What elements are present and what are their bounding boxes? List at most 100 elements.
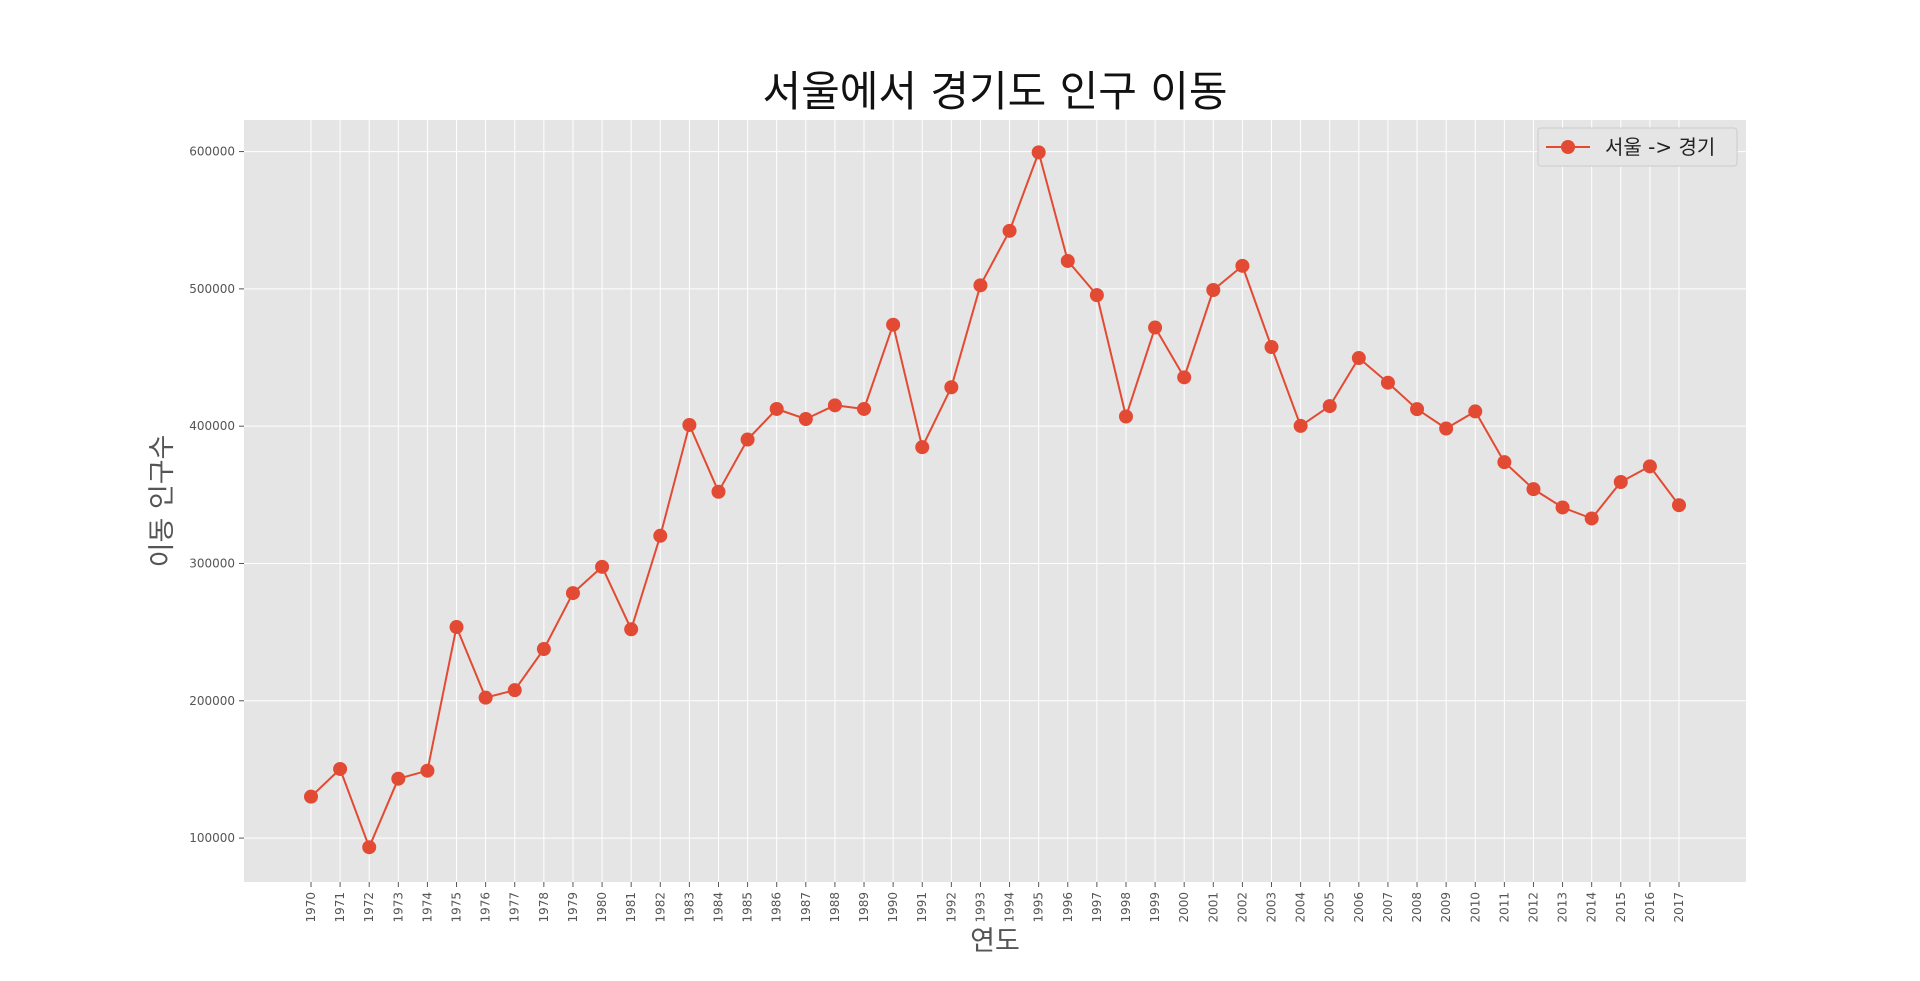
data-point	[1642, 459, 1657, 474]
y-axis-label: 이동 인구수	[147, 435, 178, 568]
plot-area	[244, 120, 1746, 882]
data-point	[536, 642, 551, 657]
data-point	[886, 317, 901, 332]
x-tick-label: 1996	[1061, 892, 1075, 923]
x-tick-label: 1974	[420, 892, 434, 923]
data-point	[362, 840, 377, 855]
x-tick-label: 2009	[1439, 892, 1453, 923]
data-point	[1584, 511, 1599, 526]
x-tick-label: 1988	[828, 892, 842, 923]
x-tick-label: 1984	[711, 892, 725, 923]
data-point	[1439, 421, 1454, 436]
data-point	[449, 620, 464, 635]
data-point	[304, 789, 318, 804]
y-axis-ticks: 100000 200000 300000 400000 500000 600000	[189, 145, 244, 845]
x-tick-label: 1979	[566, 892, 580, 923]
data-point	[1672, 498, 1686, 513]
y-tick-label: 400000	[189, 419, 235, 433]
data-point	[1177, 370, 1192, 385]
y-tick-label: 500000	[189, 282, 235, 296]
data-point	[1468, 404, 1483, 419]
x-tick-label: 1975	[450, 892, 464, 923]
x-tick-label: 2014	[1585, 892, 1599, 923]
legend: 서울 -> 경기	[1537, 127, 1738, 167]
x-tick-label: 2011	[1497, 892, 1511, 923]
data-point	[1555, 500, 1570, 515]
grid-lines	[244, 120, 1746, 882]
x-tick-label: 1998	[1119, 892, 1133, 923]
x-tick-label: 2006	[1352, 892, 1366, 923]
data-point	[420, 763, 435, 778]
x-tick-label: 1993	[973, 892, 987, 923]
x-tick-label: 2015	[1614, 892, 1628, 923]
data-point	[507, 683, 522, 698]
data-point	[944, 380, 959, 395]
data-point	[1497, 455, 1512, 470]
data-point	[711, 484, 726, 499]
data-point	[1526, 482, 1541, 497]
x-tick-label: 2002	[1235, 892, 1249, 923]
x-tick-label: 2016	[1643, 892, 1657, 923]
data-point	[798, 412, 813, 427]
y-tick-label: 600000	[189, 145, 235, 159]
data-point	[1060, 253, 1075, 268]
data-point	[1613, 475, 1628, 490]
x-tick-label: 2007	[1381, 892, 1395, 923]
x-tick-label: 1973	[391, 892, 405, 923]
data-point	[769, 401, 784, 416]
data-point	[1410, 402, 1425, 417]
x-tick-label: 1980	[595, 892, 609, 923]
x-tick-label: 1977	[508, 892, 522, 923]
x-tick-label: 2001	[1206, 892, 1220, 923]
data-point	[973, 278, 988, 293]
x-axis-ticks: 1970 1971 1972 1973 1974 1975 1976 1977 1978 1979…	[304, 882, 1686, 923]
x-tick-label: 1991	[915, 892, 929, 923]
data-point	[827, 398, 842, 413]
data-point	[1031, 145, 1046, 160]
data-point	[682, 417, 697, 432]
x-tick-label: 1990	[886, 892, 900, 923]
x-tick-label: 2000	[1177, 892, 1191, 923]
data-point	[565, 586, 580, 601]
x-tick-label: 1995	[1032, 892, 1046, 923]
x-tick-label: 1987	[799, 892, 813, 923]
series-layer	[304, 145, 1686, 855]
y-tick-label: 300000	[189, 556, 235, 570]
data-point	[1293, 418, 1308, 433]
x-tick-label: 2012	[1526, 892, 1540, 923]
data-point	[740, 432, 755, 447]
x-tick-label: 1972	[362, 892, 376, 923]
data-point	[1351, 351, 1366, 366]
x-tick-label: 2017	[1672, 892, 1686, 923]
data-point	[653, 528, 668, 543]
data-point	[391, 771, 406, 786]
x-tick-label: 2010	[1468, 892, 1482, 923]
data-point	[1264, 340, 1279, 355]
x-tick-label: 1997	[1090, 892, 1104, 923]
data-point	[1089, 288, 1104, 303]
x-tick-label: 1992	[944, 892, 958, 923]
x-tick-label: 1978	[537, 892, 551, 923]
legend-box	[1537, 127, 1738, 167]
chart-title: 서울에서 경기도 인구 이동	[762, 67, 1227, 116]
x-tick-label: 2005	[1323, 892, 1337, 923]
x-tick-label: 1970	[304, 892, 318, 923]
x-tick-label: 1976	[479, 892, 493, 923]
x-tick-label: 1985	[741, 892, 755, 923]
data-point	[1206, 283, 1221, 298]
data-point	[1002, 223, 1017, 238]
y-tick-label: 100000	[189, 831, 235, 845]
x-tick-label: 2003	[1265, 892, 1279, 923]
data-point	[1118, 409, 1133, 424]
data-point	[595, 559, 610, 574]
legend-label: 서울 -> 경기	[1605, 135, 1715, 159]
x-tick-label: 2008	[1410, 892, 1424, 923]
data-point	[1380, 375, 1395, 390]
x-tick-label: 2013	[1556, 892, 1570, 923]
x-tick-label: 1989	[857, 892, 871, 923]
data-point	[1235, 258, 1250, 273]
x-tick-label: 1981	[624, 892, 638, 923]
legend-marker-swatch	[1561, 140, 1575, 154]
